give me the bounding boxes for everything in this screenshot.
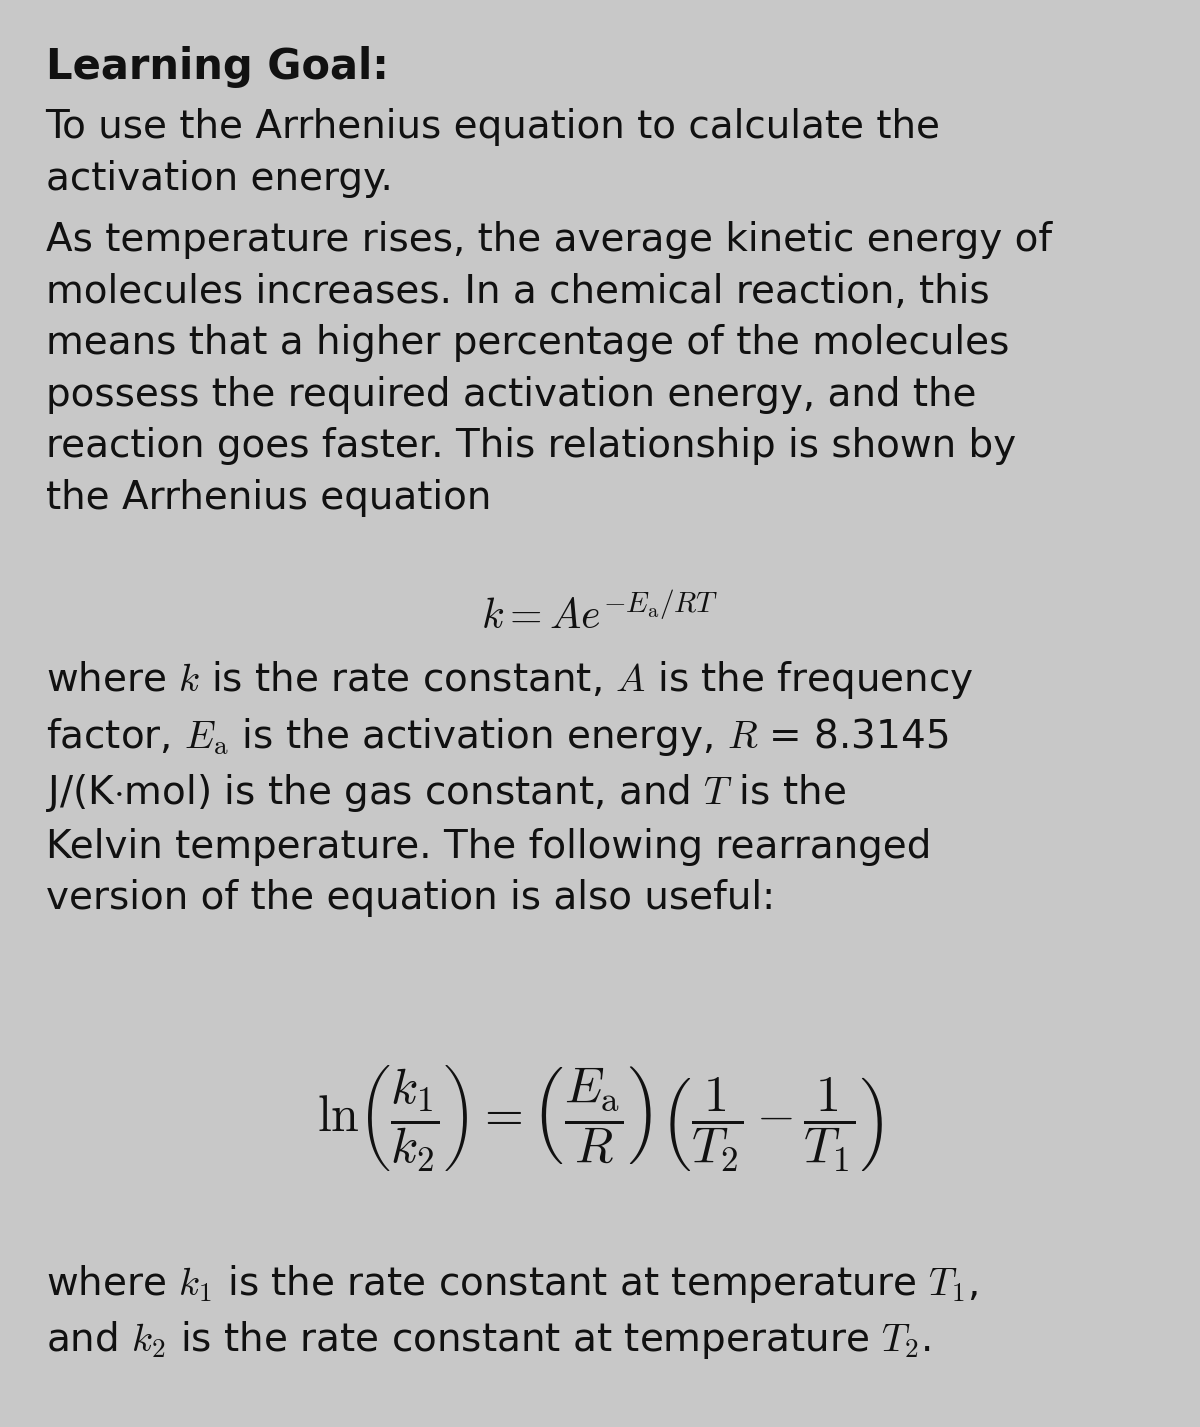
Text: $k = Ae^{-E_\mathrm{a}/RT}$: $k = Ae^{-E_\mathrm{a}/RT}$	[481, 595, 719, 638]
Text: where $k_1$ is the rate constant at temperature $T_1$,
and $k_2$ is the rate con: where $k_1$ is the rate constant at temp…	[46, 1263, 978, 1361]
Text: Learning Goal:: Learning Goal:	[46, 46, 389, 87]
Text: $\ln\!\left(\dfrac{k_1}{k_2}\right) = \left(\dfrac{E_\mathrm{a}}{R}\right)\left(: $\ln\!\left(\dfrac{k_1}{k_2}\right) = \l…	[317, 1063, 883, 1173]
Text: To use the Arrhenius equation to calculate the
activation energy.: To use the Arrhenius equation to calcula…	[46, 108, 941, 198]
Text: where $k$ is the rate constant, $A$ is the frequency
factor, $E_\mathrm{a}$ is t: where $k$ is the rate constant, $A$ is t…	[46, 659, 973, 918]
Text: As temperature rises, the average kinetic energy of
molecules increases. In a ch: As temperature rises, the average kineti…	[46, 221, 1051, 517]
